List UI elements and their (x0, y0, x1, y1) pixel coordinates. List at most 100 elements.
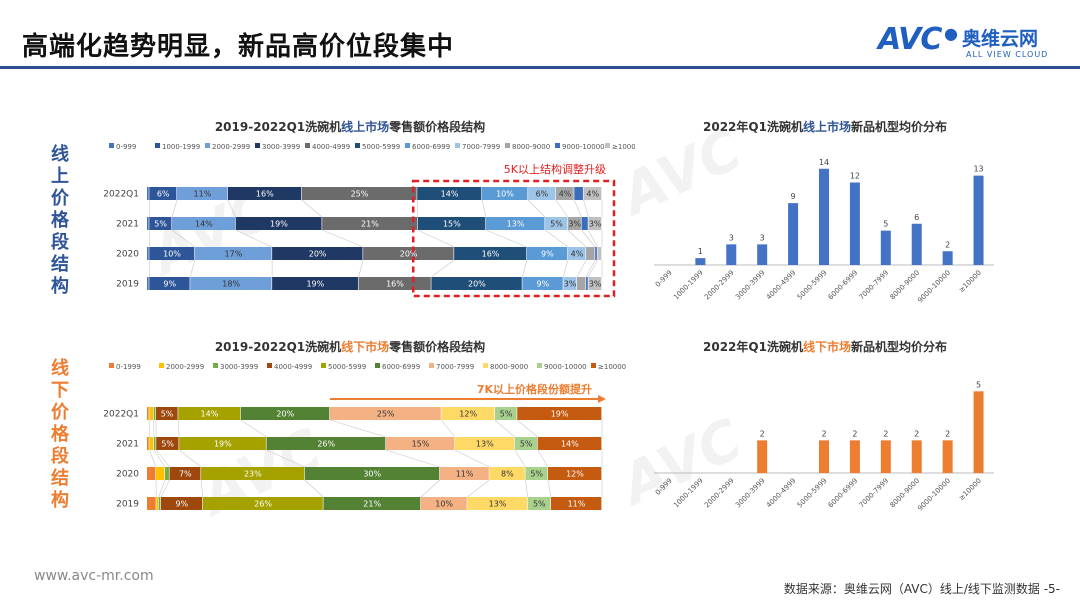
data-label: 26% (254, 500, 272, 509)
category-label: 2020 (116, 250, 139, 260)
series-connector (525, 479, 529, 498)
legend-swatch (429, 363, 434, 368)
bar-segment (169, 467, 201, 480)
category-label: 2022Q1 (103, 190, 139, 200)
data-label: 8% (501, 470, 514, 479)
bar-segment (550, 497, 602, 510)
data-label: 9% (536, 280, 549, 289)
data-label: 19% (551, 410, 569, 419)
data-label: 5% (550, 220, 563, 229)
data-label: 10% (163, 250, 181, 259)
bar-segment (194, 247, 272, 260)
logo-english: ALL VIEW CLOUD (966, 50, 1049, 59)
series-connector (574, 199, 582, 218)
series-connector (322, 229, 364, 248)
page-title: 高端化趋势明显，新品高价位段集中 (22, 32, 455, 62)
series-connector (537, 449, 549, 468)
series-connector (240, 419, 267, 438)
chart-title: 2019-2022Q1洗碗机线上市场零售额价格段结构 (215, 119, 485, 134)
data-label: 4% (586, 190, 599, 199)
category-label: 2021 (116, 220, 139, 230)
data-label: 5% (154, 220, 167, 229)
series-connector (153, 449, 166, 468)
bar-segment (537, 437, 602, 450)
data-label: 21% (361, 220, 379, 229)
data-label: 17% (225, 250, 243, 259)
category-label: 2019 (116, 280, 139, 290)
bar-segment (417, 187, 482, 200)
column-bar (757, 440, 768, 473)
bar-segment (147, 407, 149, 420)
legend-swatch (605, 143, 610, 148)
bar-segment (574, 187, 583, 200)
legend-swatch (555, 143, 560, 148)
bar-segment (190, 277, 272, 290)
bar-segment (227, 187, 302, 200)
data-label: 9% (163, 280, 176, 289)
tick-label: 0-999 (654, 477, 674, 497)
chart-title: 2019-2022Q1洗碗机线下市场零售额价格段结构 (215, 339, 485, 354)
offline-new-avg-chart: 2022年Q1洗碗机线下市场新品机型均价分布 0-9991000-19992000… (654, 339, 994, 513)
data-label: 12 (850, 172, 860, 181)
category-label: 2022Q1 (103, 410, 139, 420)
data-label: 10% (435, 500, 453, 509)
tick-label: 3000-3999 (734, 269, 767, 302)
bar-segment (363, 247, 454, 260)
legend-label: 5000-5999 (362, 143, 400, 151)
bar-segment (563, 277, 577, 290)
legend-swatch (109, 143, 114, 148)
data-label: 20% (468, 280, 486, 289)
series-connector (160, 479, 170, 498)
bar-segment (153, 437, 156, 450)
legend-swatch (159, 363, 164, 368)
bar-segment (385, 437, 455, 450)
data-label: 3 (729, 233, 734, 242)
highlight-box (411, 179, 616, 298)
data-label: 19% (214, 440, 232, 449)
data-label: 30% (363, 470, 381, 479)
bar-segment (160, 497, 203, 510)
tick-label: 3000-3999 (734, 477, 767, 510)
data-label: 3% (589, 220, 602, 229)
chart-title-part: 零售额价格段结构 (388, 119, 485, 134)
data-label: 9% (175, 500, 188, 509)
series-connector (514, 449, 526, 468)
bar-segment (147, 437, 149, 450)
data-label: 10% (496, 190, 514, 199)
series-connector (177, 419, 180, 438)
category-label: 2021 (116, 440, 139, 450)
data-label: 16% (256, 190, 274, 199)
data-label: 2 (945, 240, 950, 249)
tick-label: 9000-10000 (916, 477, 952, 513)
bar-segment (147, 277, 149, 290)
tick-label: 2000-2999 (703, 477, 736, 510)
bar-segment (153, 407, 156, 420)
series-connector (494, 419, 515, 438)
data-label: 5% (161, 440, 174, 449)
bar-segment (158, 497, 161, 510)
data-label: 5% (533, 500, 546, 509)
bar-segment (156, 467, 165, 480)
bar-segment (583, 187, 602, 200)
bar-segment (272, 277, 358, 290)
bar-segment (272, 247, 363, 260)
bar-segment (201, 467, 305, 480)
bar-segment (149, 277, 190, 290)
series-connector (544, 229, 569, 248)
series-connector (576, 259, 587, 278)
bar-segment (527, 497, 551, 510)
column-bar (880, 440, 891, 473)
column-bar (973, 175, 984, 265)
bar-segment (528, 187, 556, 200)
series-connector (227, 199, 236, 218)
legend-swatch (591, 363, 596, 368)
bar-segment (202, 497, 323, 510)
data-label: 3% (568, 220, 581, 229)
bar-segment (545, 217, 568, 230)
bar-segment (147, 497, 156, 510)
legend-swatch (375, 363, 380, 368)
bar-segment (586, 247, 595, 260)
legend-swatch (109, 363, 114, 368)
logo-mark: AVC (878, 22, 942, 57)
bar-segment (149, 247, 195, 260)
